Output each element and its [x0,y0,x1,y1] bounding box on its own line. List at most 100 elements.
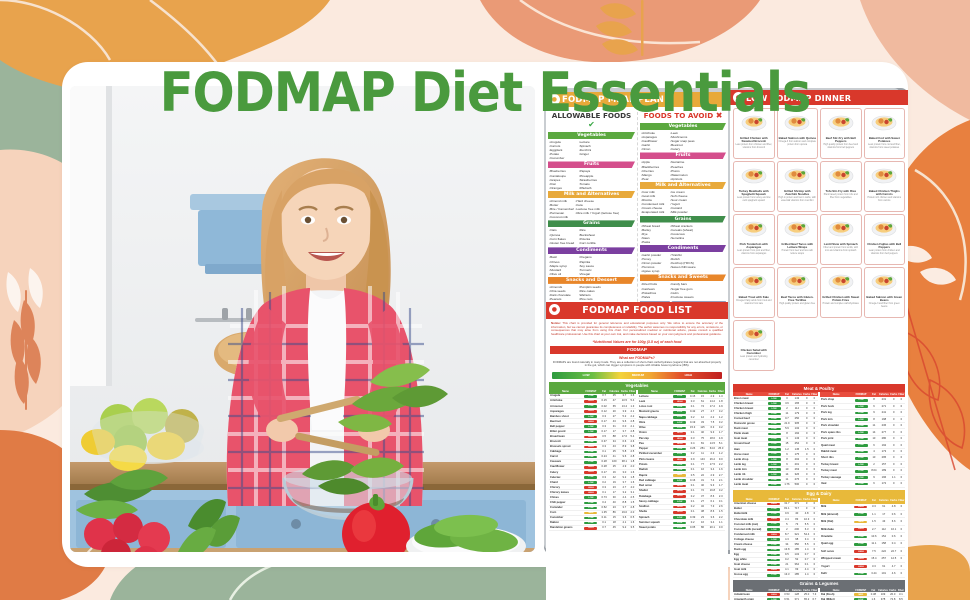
calories-cell: 17 [878,510,890,519]
table-header-row: Name FODMAP Fat Calories Carbs Fiber [820,392,905,398]
carbs-cell: 8.8 [620,499,629,506]
fodmap-level-cell: LOW [765,416,783,422]
fat-cell: 8 [869,397,879,404]
dish-name: Pork Tenderloin with Asparagus [739,242,768,250]
calories-cell: 61 [696,398,709,405]
table-column-header: Calories [696,389,709,394]
calories-cell: 263 [791,466,803,473]
food-list-tables-chart[interactable]: Meat & Poultry Name FODMAP Fat Calories Carbs… [730,382,908,600]
carbs-cell: 4.9 [620,464,629,470]
carbs-cell: 3.6 [620,515,629,521]
food-section-tables: Name FODMAP Fat Calories Carbs Fiber American … [730,497,908,578]
dinner-dish-card[interactable]: Baked Cod with Sweet Potatoes Lean protei… [863,108,905,159]
dinner-dish-card[interactable]: Baked Salmon with Quinoa Omega-3 from sal… [776,108,818,159]
fodmap-level-cell: LOW [582,413,600,420]
fodmap-badge: HIGH [767,568,781,572]
dinner-dish-card[interactable]: Grilled Chicken with Steamed Broccoli Lea… [733,108,775,159]
dinner-dish-card[interactable]: Grilled Beef Tacos with Lettuce Wraps Pro… [776,214,818,265]
fiber-cell: 1.6 [628,479,636,486]
fodmap-level-cell: LOW [852,397,870,404]
fat-cell: 0.3 [599,474,609,481]
fat-cell: 9 [869,474,879,482]
food-section-tables: Name FODMAP Fat Calories Carbs Fiber Arugula LO… [546,389,728,531]
dinner-dish-card[interactable]: Chicken Salad with Cucumber Lean protein … [733,320,775,371]
calories-cell: 326 [791,471,803,478]
fiber-cell: 0 [810,405,818,412]
food-name-cell: Lamb rib [733,471,766,478]
low-fodmap-dinner-chart[interactable]: ● LOW FODMAP DINNER Grilled Chicken with… [730,90,908,390]
food-name-cell: Celeriac [549,474,583,481]
table-row: Milkshake HIGH 2.7 112 16.1 0 [820,525,905,534]
dinner-dish-card[interactable]: Grilled Chicken with Sweet Potato Fries P… [820,267,862,318]
fodmap-level-cell: LOW [582,449,600,455]
dinner-dish-card[interactable]: Baked Trout with Kale Omega-3 fatty acids… [733,267,775,318]
fodmap-level-cell: HIGH [765,531,783,538]
fodmap-badge: HIGH [584,471,598,474]
fodmap-level-cell: HIGH [671,456,689,463]
dinner-dish-card[interactable]: Beef Tacos with Gluten-Free Tortillas Hig… [776,267,818,318]
fodmap-level-cell: HIGH [671,504,689,510]
food-name-cell: Savoy cabbage [638,498,672,505]
food-name-cell: Omelette [820,532,853,541]
meal-plan-item: Beetroot [670,143,698,147]
fodmap-badge: LOW [767,402,781,405]
table-column-header: Fiber [810,497,818,502]
dinner-dish-card[interactable]: Turkey Meatballs with Spaghetti Squash Le… [733,161,775,212]
calories-cell: 198 [878,416,890,424]
fat-cell: 31.7 [782,501,792,507]
table-row: Goat meat LOW 3 143 0 0 [733,436,818,442]
fodmap-badge: LOW [673,405,687,409]
fodmap-level-cell: LOW [582,393,600,399]
dinner-dish-card[interactable]: Baked Chicken Thighs with Carrots Protein… [863,161,905,212]
fodmap-badge: LOW [854,572,868,576]
dinner-dish-card[interactable]: Grilled Shrimp with Zucchini Noodles High… [776,161,818,212]
meal-plan-category-condiments: Condiments [548,247,635,255]
table-column-header: Fat [782,392,792,397]
meal-plan-item: Pasta [641,240,669,244]
food-name-cell: Scallion [638,504,672,510]
carbs-cell: 0 [889,461,898,469]
fiber-cell: 0 [810,426,818,432]
fodmap-level-cell: LOW [671,403,689,410]
dinner-dish-card[interactable]: Beef Stir-Fry with Bell Peppers High qual… [820,108,862,159]
fiber-cell: 1.2 [716,451,725,458]
carbs-cell: 0 [802,405,811,412]
table-row: Chicken breast LOW 3.6 165 0 0 [733,400,818,407]
fodmap-badge: HIGH [673,458,687,461]
carbs-cell: 0 [802,501,811,507]
food-name-cell: Dandelion greens [549,525,583,531]
fat-cell: 11 [782,476,792,483]
calories-cell: 132 [791,426,803,432]
dinner-dish-card[interactable]: Lentil Stew with Spinach Fiber and protei… [820,214,862,265]
dinner-dish-card[interactable]: Chicken Fajitas with Bell Peppers Lean pr… [863,214,905,265]
table-row: Cottage cheese LOW 4.3 98 3.4 0 [733,536,818,543]
fodmap-meal-plan-chart[interactable]: ● FODMAP MEAL PLAN ALLOWABLE FOODS ✔ Veg… [546,92,728,322]
fiber-cell: 0 [897,435,905,443]
fiber-cell: 0 [897,422,905,430]
fat-cell: 3.3 [869,562,879,571]
fodmap-food-list-chart[interactable]: ● FODMAP FOOD LIST Notice: This chart is… [546,302,728,600]
meal-plan-item: Dried fruits [641,282,669,286]
fodmap-badge: LOW [673,516,687,519]
food-name-cell: Pork leg [820,409,853,417]
carbs-cell: 9.6 [620,418,629,425]
fodmap-badge: LOW [767,543,781,546]
fodmap-level-cell: LOW [765,426,783,432]
dinner-dish-card[interactable]: Baked Salmon with Green Beans Omega-3 and… [863,267,905,318]
table-row: Asparagus HIGH 0.12 20 3.9 2.1 [549,408,636,415]
table-column-header: Name [549,389,583,394]
table-row: Chicken thigh LOW 11 179 0 0 [733,410,818,417]
meal-plan-item: Cashews [641,287,669,291]
fiber-cell: 4.0 [628,484,636,491]
dinner-dish-card[interactable]: Tofu Stir-Fry with Rice Plant based prote… [820,161,862,212]
table-row: Quail egg LOW 11.1 158 0.4 0 [820,540,905,549]
fodmap-badge: MED [854,593,868,596]
fiber-cell: 1.5 [716,509,725,516]
carbs-cell: 9.2 [620,474,629,481]
fodmap-level-cell: LOW [582,479,600,486]
food-name-cell: Chili pepper [549,499,583,506]
dinner-dish-card[interactable]: Pork Tenderloin with Asparagus Lean prote… [733,214,775,265]
calories-cell: 189 [878,467,890,475]
fodmap-badge: LOW [584,506,598,510]
fodmap-badge: HIGH [584,491,598,494]
